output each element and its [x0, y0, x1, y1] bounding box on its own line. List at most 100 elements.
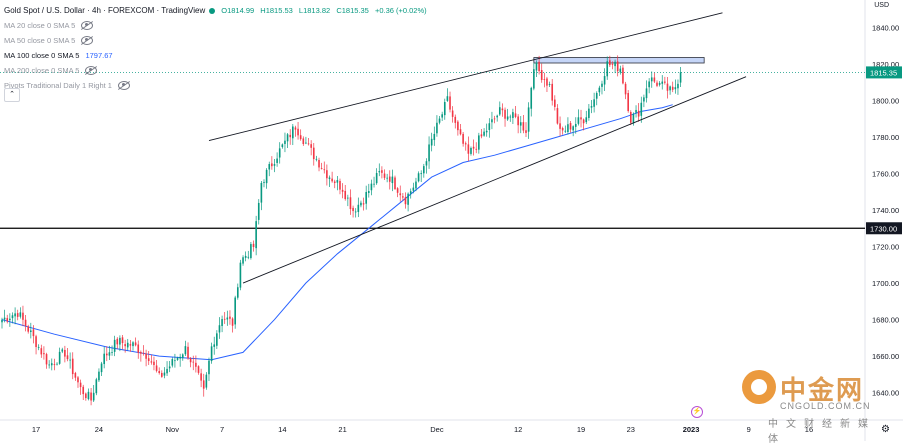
candle-body [622, 67, 624, 84]
candle [658, 81, 661, 87]
candle [284, 132, 286, 153]
candle [231, 317, 234, 333]
candle-body [674, 87, 677, 90]
candle [556, 104, 559, 125]
candle-body [664, 81, 666, 83]
candle-body [142, 352, 145, 354]
candle [475, 142, 478, 154]
candle [276, 152, 278, 167]
candle-body [121, 337, 124, 344]
candle [441, 111, 443, 122]
candle [436, 115, 438, 137]
candle-body [236, 287, 239, 298]
candle [543, 72, 546, 88]
currency-label[interactable]: USD [874, 2, 889, 9]
indicator-row-ma50[interactable]: MA 50 close 0 SMA 5 [4, 33, 431, 48]
candle-body [150, 361, 153, 363]
candle [512, 108, 514, 124]
indicator-row-ma200[interactable]: MA 200 close 0 SMA 5 [4, 63, 431, 78]
candle-body [35, 336, 37, 348]
candle [559, 116, 561, 137]
candle-body [347, 197, 349, 199]
candle-body [467, 144, 470, 154]
candle-body [260, 182, 263, 203]
candle-body [574, 123, 577, 127]
candle-body [661, 81, 664, 84]
candle-body [273, 164, 276, 166]
candle-body [50, 363, 53, 366]
settings-gear-icon[interactable]: ⚙ [881, 424, 890, 435]
candle-body [399, 193, 402, 196]
candle [189, 357, 192, 368]
candle [213, 336, 216, 355]
candle [627, 90, 629, 113]
candle-body [134, 342, 137, 346]
candle [187, 342, 189, 360]
candle [242, 255, 244, 266]
candle-body [344, 190, 347, 200]
candle-body [268, 164, 271, 170]
indicator-row-ma20[interactable]: MA 20 close 0 SMA 5 [4, 18, 431, 33]
candle-body [90, 392, 92, 401]
candle [234, 295, 236, 329]
candle [103, 346, 105, 369]
candle-body [242, 257, 244, 264]
indicator-row-ma100[interactable]: MA 100 close 0 SMA 5 1797.67 [4, 48, 431, 63]
candle-body [98, 371, 100, 381]
candle [247, 250, 250, 260]
candle-body [74, 372, 77, 378]
candle-body [155, 365, 158, 371]
candle [645, 80, 648, 103]
candle [391, 169, 394, 192]
collapse-legend-button[interactable]: ⌃ [4, 88, 20, 102]
candle [378, 163, 381, 177]
candle [184, 340, 187, 357]
candle-body [22, 312, 24, 320]
candle-body [609, 60, 611, 66]
candle-body [221, 319, 223, 327]
candle [467, 136, 470, 162]
candle-body [671, 86, 674, 90]
hidden-eye-icon[interactable] [85, 66, 98, 75]
candle-body [53, 364, 56, 365]
high-value: H1815.53 [260, 5, 293, 15]
indicator-row-pivots[interactable]: Pivots Traditional Daily 1 Right 1 [4, 78, 431, 93]
time-tick-label: 17 [32, 425, 40, 434]
hidden-eye-icon[interactable] [117, 81, 130, 90]
price-tick-label: 1680.00 [872, 316, 899, 325]
candle [370, 179, 373, 196]
candle [650, 71, 653, 88]
time-tick-label: 12 [514, 425, 522, 434]
candle [305, 136, 307, 145]
candle [297, 122, 299, 140]
candle-body [6, 318, 9, 322]
hidden-eye-icon[interactable] [81, 36, 94, 45]
candle-body [64, 349, 66, 357]
candle-body [551, 83, 554, 101]
candle-body [525, 130, 527, 133]
candle [315, 155, 318, 162]
candle [519, 116, 522, 134]
symbol-title[interactable]: Gold Spot / U.S. Dollar · 4h · FOREXCOM … [4, 5, 206, 15]
candle-body [436, 122, 438, 134]
candle-body [595, 93, 598, 99]
candle-body [257, 202, 260, 220]
candle [320, 162, 323, 170]
candle-body [312, 147, 315, 160]
lightning-icon[interactable]: ⚡ [691, 406, 703, 418]
candle [593, 92, 595, 113]
candle-body [624, 83, 627, 95]
level-price-tag [866, 222, 902, 235]
candle-body [113, 339, 116, 352]
candle-body [381, 170, 383, 173]
candle [307, 138, 310, 146]
candle [239, 259, 242, 291]
candle-body [501, 108, 504, 111]
hidden-eye-icon[interactable] [81, 21, 94, 30]
legend-title-row: Gold Spot / U.S. Dollar · 4h · FOREXCOM … [4, 3, 431, 18]
candle-body [216, 333, 218, 346]
candle-body [577, 117, 580, 124]
candle [181, 353, 184, 361]
